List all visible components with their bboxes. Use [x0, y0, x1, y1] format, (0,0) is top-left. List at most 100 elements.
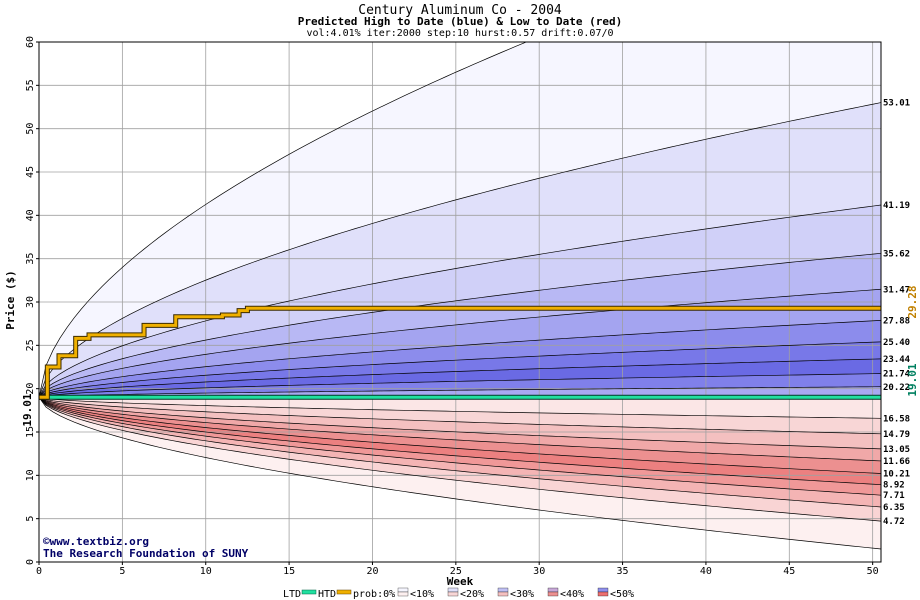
y-tick-label: 45 — [25, 166, 36, 178]
x-tick-label: 5 — [119, 566, 125, 577]
y-axis-title: Price ($) — [4, 270, 17, 330]
y-tick-label: 15 — [25, 426, 36, 438]
y-tick-label: 5 — [25, 516, 36, 522]
quantile-end-label: 13.05 — [883, 445, 910, 455]
quantile-end-label: 14.79 — [883, 430, 910, 440]
legend-swatch-red — [597, 591, 609, 597]
quantile-line — [39, 288, 881, 398]
y-tick-label: 0 — [25, 559, 36, 565]
y-tick-label: 35 — [25, 253, 36, 265]
high-band-9 — [39, 386, 881, 398]
quantile-end-label: 21.74 — [883, 370, 911, 380]
x-tick-label: 10 — [200, 566, 212, 577]
y-tick-label: 60 — [25, 36, 36, 48]
legend-ltd-label: LTD — [283, 589, 301, 600]
quantile-lines — [39, 42, 881, 550]
series-lines — [39, 305, 881, 400]
legend: LTD HTD prob:0% <10% <20% <30% <40% <50% — [283, 587, 634, 600]
y-tick-label: 25 — [25, 339, 36, 351]
x-tick-label: 45 — [783, 566, 795, 577]
quantile-line — [39, 204, 881, 398]
legend-item-label: <20% — [460, 589, 484, 600]
quantile-line — [39, 397, 881, 508]
credit-url: ©www.textbiz.org — [43, 535, 149, 548]
quantile-line — [39, 373, 881, 398]
quantile-line — [39, 396, 881, 419]
chart-params: vol:4.01% iter:2000 step:10 hurst:0.57 d… — [306, 28, 613, 39]
x-tick-label: 30 — [533, 566, 545, 577]
legend-ltd-swatch — [301, 589, 317, 595]
quantile-end-label: 23.44 — [883, 355, 911, 365]
quantile-end-label: 35.62 — [883, 249, 910, 259]
legend-swatch-red — [447, 591, 459, 597]
quantile-end-label: 7.71 — [883, 491, 905, 501]
htd-line — [39, 306, 881, 399]
quantile-end-label: 27.88 — [883, 316, 910, 326]
quantile-end-label: 4.72 — [883, 517, 905, 527]
legend-item-label: <40% — [560, 589, 584, 600]
quantile-line — [39, 396, 881, 486]
legend-swatch-blue — [597, 587, 609, 593]
quantile-line — [39, 396, 881, 435]
legend-swatch-blue — [397, 587, 409, 593]
legend-item-label: <50% — [610, 589, 634, 600]
quantile-line — [39, 102, 881, 398]
quantile-end-label: 8.92 — [883, 481, 905, 491]
legend-swatch-blue — [497, 587, 509, 593]
x-tick-label: 35 — [617, 566, 629, 577]
y-tick-label: 40 — [25, 209, 36, 221]
quantile-line — [39, 320, 881, 398]
quantile-line — [39, 397, 881, 522]
quantile-end-label: 53.01 — [883, 99, 910, 109]
quantile-line — [39, 396, 881, 474]
legend-htd-swatch — [336, 589, 352, 595]
legend-swatch-red — [497, 591, 509, 597]
legend-swatch-red — [547, 591, 559, 597]
quantile-end-label: 20.22 — [883, 383, 910, 393]
quantile-end-label: 16.58 — [883, 414, 910, 424]
quantile-labels: 53.01 41.19 35.62 31.47 27.88 25.40 23.44 21.74… — [883, 99, 911, 528]
credit-org: The Research Foundation of SUNY — [43, 547, 249, 560]
quantile-line — [39, 358, 881, 398]
quantile-end-label: 11.66 — [883, 457, 910, 467]
y-tick-label: 30 — [25, 296, 36, 308]
quantile-line — [39, 396, 881, 450]
quantile-line — [39, 396, 881, 462]
y-tick-label: 20 — [25, 383, 36, 395]
legend-swatch-blue — [447, 587, 459, 593]
legend-item-label: <30% — [510, 589, 534, 600]
low-band-0 — [39, 397, 881, 419]
y-tick-label: 55 — [25, 79, 36, 91]
x-tick-label: 25 — [450, 566, 462, 577]
axes: 0 5 10 15 20 25 30 35 40 45 50 0 5 10 15 20 25 30 35 40 45 50… — [25, 36, 882, 577]
legend-prob-label: prob:0% — [353, 589, 395, 600]
quantile-line — [39, 252, 881, 398]
legend-swatch-blue — [547, 587, 559, 593]
quantile-end-label: 6.35 — [883, 503, 905, 513]
x-axis-title: Week — [447, 575, 474, 588]
x-tick-label: 0 — [36, 566, 42, 577]
x-tick-label: 40 — [700, 566, 712, 577]
legend-htd-label: HTD — [318, 589, 336, 600]
quantile-line — [39, 341, 881, 398]
quantile-line — [39, 396, 881, 496]
start-price-label: 19.01 — [21, 393, 34, 426]
quantile-line — [39, 42, 528, 398]
chart-subtitle: Predicted High to Date (blue) & Low to D… — [298, 15, 623, 28]
ltd-value-label: 19.01 — [906, 363, 919, 396]
quantile-line — [39, 386, 881, 398]
quantile-end-label: 10.21 — [883, 470, 910, 480]
legend-item-label: <10% — [410, 589, 434, 600]
quantile-line — [39, 397, 881, 550]
x-tick-label: 50 — [867, 566, 879, 577]
x-tick-label: 20 — [366, 566, 378, 577]
quantile-end-label: 31.47 — [883, 285, 910, 295]
y-tick-label: 50 — [25, 123, 36, 135]
quantile-end-label: 41.19 — [883, 201, 910, 211]
htd-value-label: 29.28 — [906, 285, 919, 318]
legend-swatch-red — [397, 591, 409, 597]
y-tick-label: 10 — [25, 469, 36, 481]
chart-title: Century Aluminum Co - 2004 — [358, 3, 562, 18]
quantile-end-label: 25.40 — [883, 338, 910, 348]
